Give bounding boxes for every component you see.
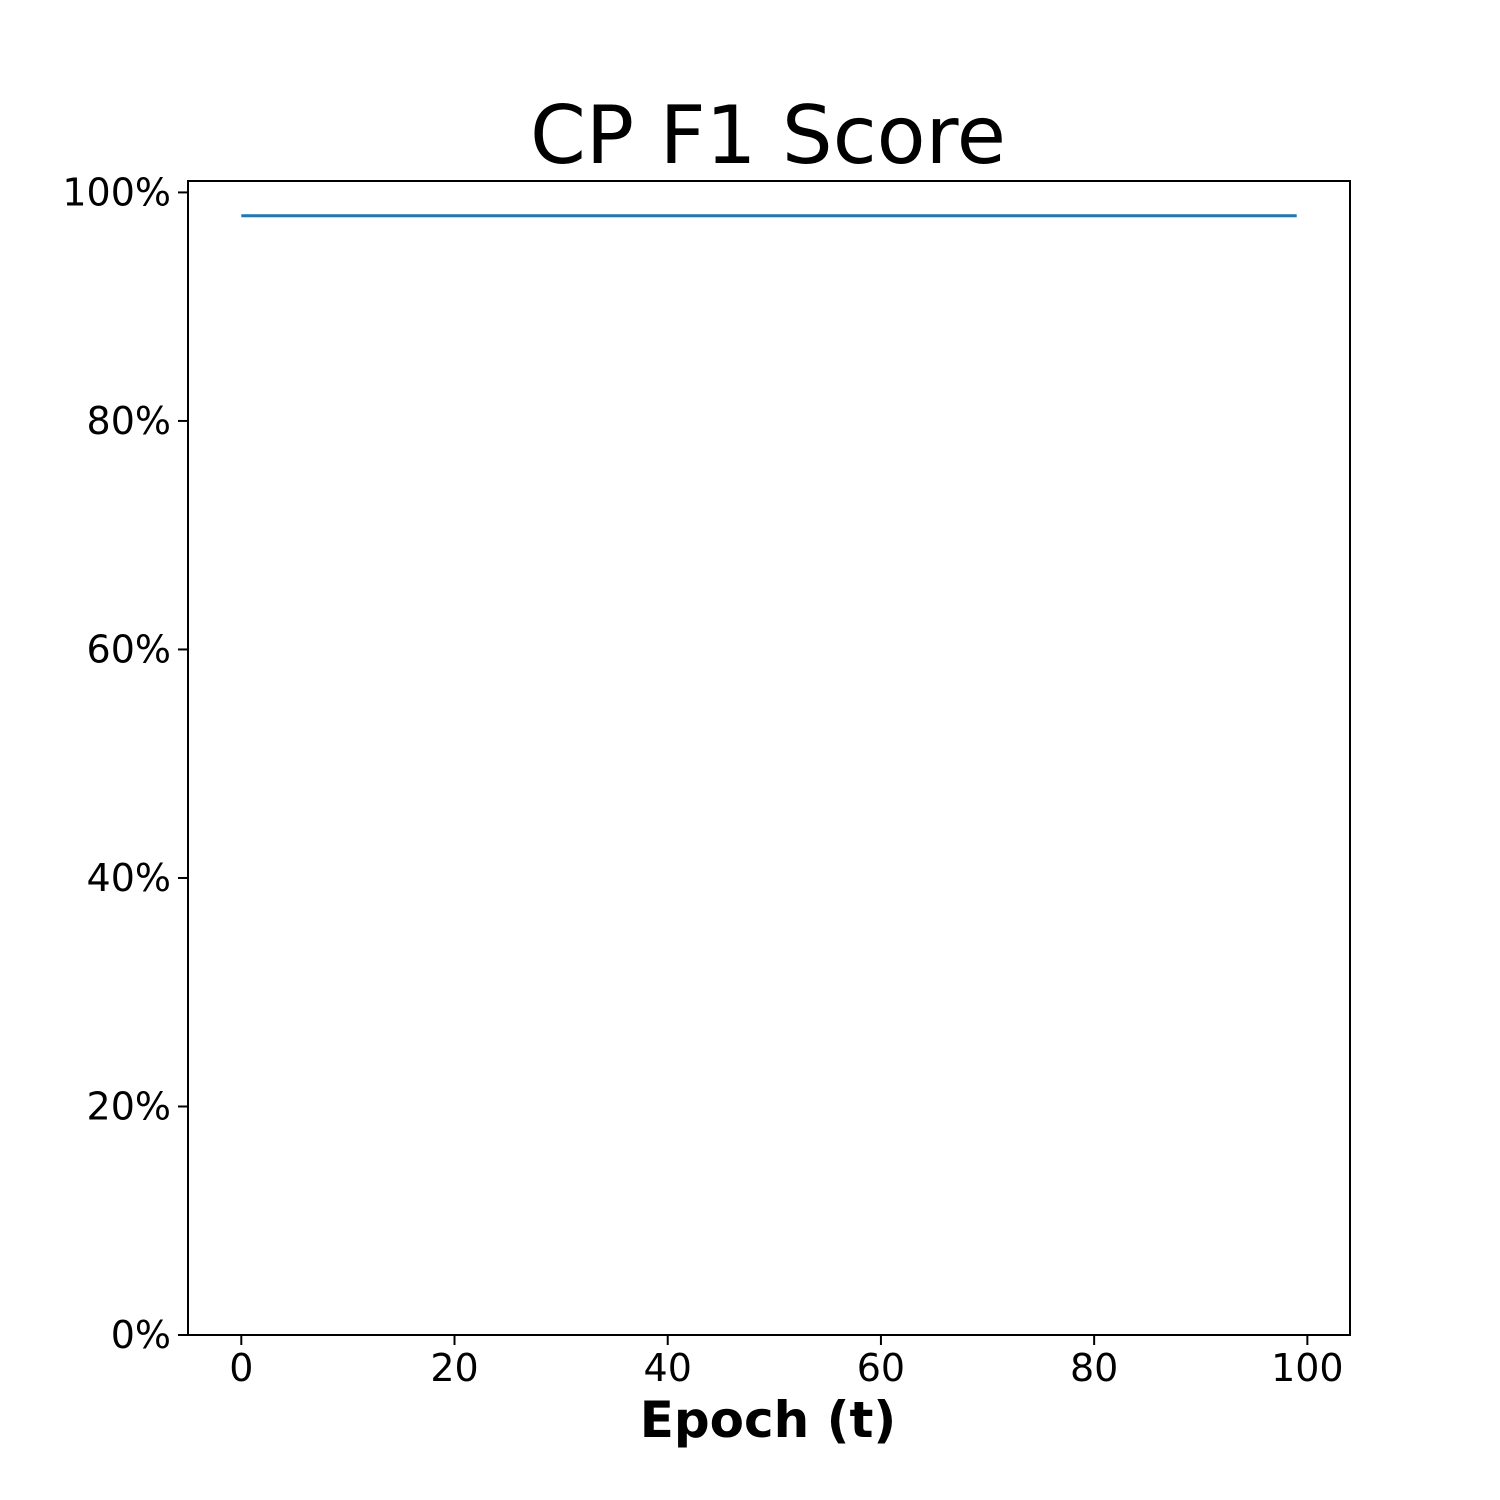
x-axis-ticks: 0 20 40 60 80 100 (229, 1335, 1344, 1390)
x-tick-label: 40 (644, 1346, 692, 1390)
axes-frame (187, 180, 1351, 1336)
y-tick-label: 80% (87, 399, 171, 443)
x-tick-label: 60 (857, 1346, 905, 1390)
x-tick-label: 100 (1271, 1346, 1344, 1390)
x-axis-label: Epoch (t) (640, 1391, 897, 1449)
y-tick-label: 60% (87, 627, 171, 671)
y-tick-label: 40% (87, 856, 171, 900)
x-tick-label: 80 (1070, 1346, 1118, 1390)
y-tick-label: 0% (111, 1313, 171, 1357)
y-tick-label: 100% (62, 170, 171, 214)
y-tick-label: 20% (87, 1084, 171, 1128)
plot-area (187, 180, 1351, 1336)
chart-title: CP F1 Score (530, 89, 1006, 182)
x-tick-label: 20 (430, 1346, 478, 1390)
x-tick-label: 0 (229, 1346, 253, 1390)
y-axis-ticks: 0% 20% 40% 60% 80% 100% (62, 170, 188, 1357)
